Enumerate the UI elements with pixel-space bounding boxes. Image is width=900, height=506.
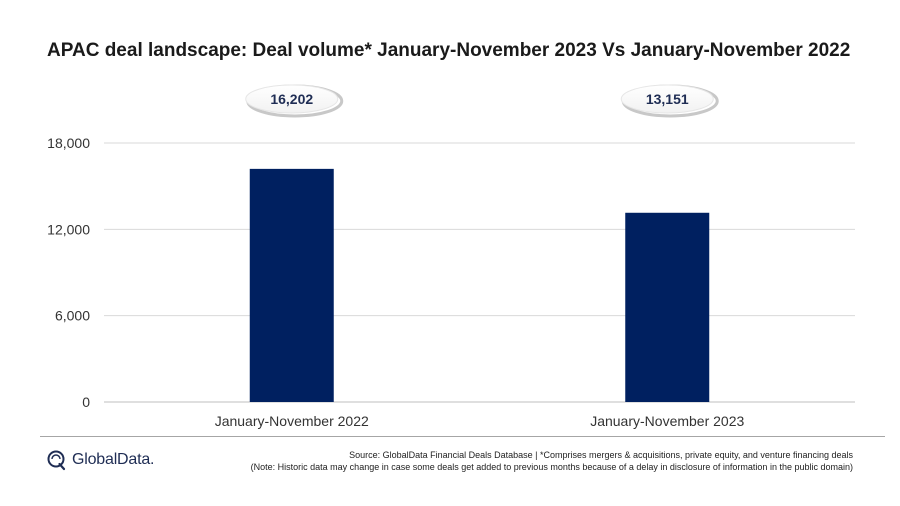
- globaldata-logo-icon: [47, 450, 66, 471]
- footer-divider: [40, 436, 885, 437]
- source-text: Source: GlobalData Financial Deals Datab…: [349, 450, 853, 460]
- logo-text: GlobalData.: [72, 451, 155, 468]
- chart-title: APAC deal landscape: Deal volume* Januar…: [47, 40, 851, 61]
- data-label: 13,151: [646, 91, 689, 107]
- data-label: 16,202: [270, 91, 313, 107]
- bar: [249, 168, 334, 402]
- source-note: Source: GlobalData Financial Deals Datab…: [251, 449, 853, 473]
- globaldata-logo: GlobalData.: [46, 449, 154, 471]
- y-tick-label: 0: [82, 394, 90, 410]
- y-tick-label: 6,000: [55, 308, 90, 324]
- disclaimer-text: (Note: Historic data may change in case …: [250, 462, 853, 472]
- y-tick-label: 18,000: [47, 135, 90, 151]
- data-label-pill: [620, 84, 714, 114]
- bar: [625, 212, 710, 402]
- data-label-pill: [245, 84, 339, 114]
- x-tick-label: January-November 2022: [215, 413, 369, 429]
- x-tick-label: January-November 2023: [590, 413, 744, 429]
- y-tick-label: 12,000: [47, 221, 90, 237]
